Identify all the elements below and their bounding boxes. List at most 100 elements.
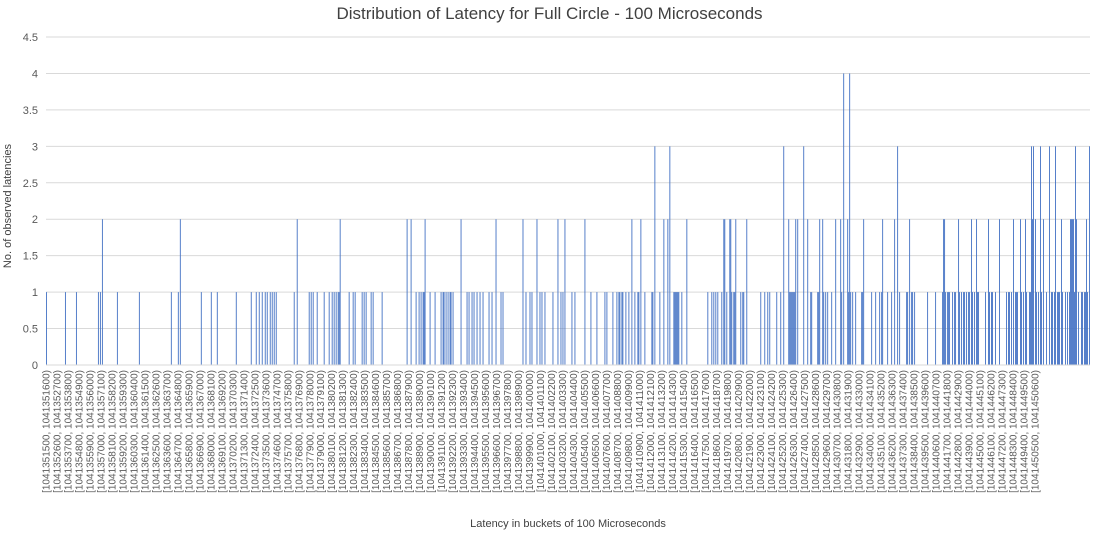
bar — [848, 292, 850, 365]
bar — [337, 292, 339, 365]
bar — [855, 292, 857, 365]
bar — [803, 146, 805, 365]
bar — [899, 292, 901, 365]
x-tick-label: [1041384500, 1041384600) — [371, 370, 382, 493]
x-tick-label: [1041408700, 1041408800) — [613, 370, 624, 493]
bar — [429, 292, 431, 365]
bar — [560, 292, 562, 365]
x-tick-label: [1041412000, 1041412100) — [646, 370, 657, 493]
x-tick-label: [1041365800, 1041365900) — [184, 370, 195, 493]
bar — [729, 219, 731, 365]
bar — [991, 292, 992, 365]
x-tick-label: [1041364700, 1041364800) — [173, 370, 184, 493]
bar — [734, 292, 736, 365]
bar — [1075, 146, 1076, 365]
x-tick-label: [1041380100, 1041380200) — [327, 370, 338, 493]
bar — [354, 292, 356, 365]
bar — [995, 292, 996, 365]
x-tick-label: [1041355900, 1041356000) — [85, 370, 96, 493]
bar — [495, 219, 497, 365]
bar — [989, 292, 990, 365]
bar — [200, 292, 202, 365]
x-tick-label: [1041435100, 1041435200) — [877, 370, 888, 493]
bar — [365, 292, 367, 365]
bar — [606, 292, 608, 365]
bar — [75, 292, 77, 365]
bar — [673, 292, 675, 365]
x-tick-label: [1041415300, 1041415400) — [679, 370, 690, 493]
bar — [743, 292, 745, 365]
x-tick-label: [1041414200, 1041414300) — [668, 370, 679, 493]
x-tick-label: [1041368000, 1041368100) — [206, 370, 217, 493]
x-tick-label: [1041420800, 1041420900) — [734, 370, 745, 493]
bar — [328, 292, 330, 365]
bar — [961, 292, 963, 365]
bar — [479, 292, 481, 365]
bar — [715, 292, 717, 365]
bar — [1009, 292, 1010, 365]
x-tick-labels: [1041351500, 1041351600) [1041352600, 104… — [42, 370, 1042, 493]
x-tick-label: [1041357000, 1041357100) — [96, 370, 107, 493]
bar — [966, 292, 968, 365]
bar — [686, 219, 688, 365]
x-tick-label: [1041358100, 1041358200) — [107, 370, 118, 493]
bar — [631, 219, 633, 365]
bar — [468, 292, 470, 365]
bar — [1052, 292, 1053, 365]
bar — [138, 292, 140, 365]
bar — [476, 292, 478, 365]
bar — [1029, 292, 1030, 365]
bar — [1081, 292, 1082, 365]
bar — [1078, 292, 1079, 365]
x-tick-label: [1041377900, 1041378000) — [305, 370, 316, 493]
bar — [625, 292, 627, 365]
bar — [988, 219, 989, 365]
y-tick-label: 3.5 — [23, 105, 38, 117]
x-tick-label: [1041446100, 1041446200) — [987, 370, 998, 493]
bar — [977, 292, 979, 365]
x-tick-label: [1041352600, 1041352700) — [52, 370, 63, 493]
bar — [1065, 292, 1066, 365]
bar — [968, 292, 970, 365]
bar — [500, 292, 502, 365]
x-tick-label: [1041430700, 1041430800) — [833, 370, 844, 493]
bar — [958, 219, 960, 365]
bar — [835, 219, 837, 365]
x-tick-label: [1041373500, 1041373600) — [261, 370, 272, 493]
bar — [780, 292, 782, 365]
bar — [879, 292, 881, 365]
bar — [654, 146, 656, 365]
bar — [849, 73, 851, 365]
bar — [275, 292, 277, 365]
x-tick-label: [1041366900, 1041367000) — [195, 370, 206, 493]
bar — [817, 292, 819, 365]
bar — [875, 292, 877, 365]
x-tick-label: [1041391100, 1041391200) — [437, 370, 448, 492]
bar — [681, 292, 683, 365]
x-tick-label: [1041376800, 1041376900) — [294, 370, 305, 493]
bar — [97, 292, 99, 365]
bar — [423, 292, 425, 365]
bar — [735, 219, 737, 365]
bar — [1035, 219, 1036, 365]
bar — [250, 292, 252, 365]
bar — [381, 292, 383, 365]
bar — [445, 292, 447, 365]
bar — [1026, 292, 1027, 365]
bar — [847, 219, 849, 365]
bar — [525, 292, 527, 365]
x-tick-label: [1041440600, 1041440700) — [932, 370, 943, 493]
bar — [949, 292, 951, 365]
x-tick-label: [1041421900, 1041422000) — [745, 370, 756, 493]
x-tick-label: [1041388900, 1041389000) — [415, 370, 426, 493]
bar — [590, 292, 592, 365]
y-tick-label: 0 — [32, 360, 38, 372]
bar — [651, 292, 653, 365]
x-tick-label: [1041443900, 1041444000) — [965, 370, 976, 493]
x-tick-label: [1041371300, 1041371400) — [239, 370, 250, 493]
bar — [731, 292, 733, 365]
x-tick-label: [1041392200, 1041392300) — [448, 370, 459, 493]
bar — [1032, 219, 1033, 365]
